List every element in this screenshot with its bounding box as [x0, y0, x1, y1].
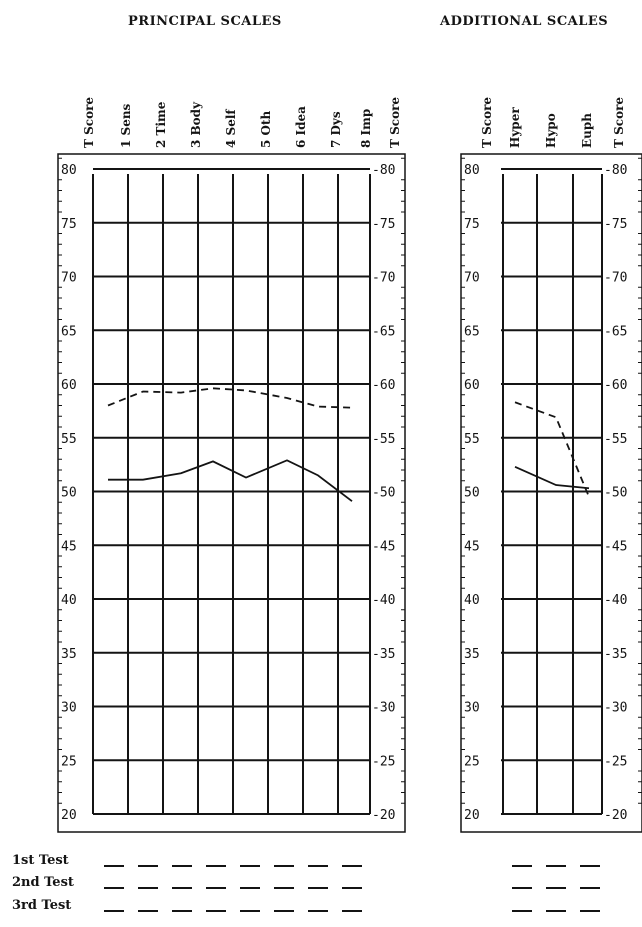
y-tick-left-45: 45: [464, 539, 480, 554]
y-tick-left-25: 25: [464, 754, 480, 769]
y-tick-left-40: 40: [464, 593, 480, 608]
y-tick-right-75: -75: [372, 217, 395, 232]
y-tick-left-55: 55: [61, 432, 77, 447]
y-tick-left-35: 35: [61, 647, 77, 662]
y-tick-right-75: -75: [604, 217, 627, 232]
series-solid-line: [108, 459, 353, 502]
legend-second-test: 2nd Test: [12, 875, 74, 890]
y-tick-right-35: -35: [372, 647, 395, 662]
y-tick-left-25: 25: [61, 754, 77, 769]
legend-first-test: 1st Test: [12, 853, 69, 868]
y-tick-right-55: -55: [604, 432, 627, 447]
panel-border: [57, 153, 406, 833]
y-tick-left-60: 60: [464, 378, 480, 393]
y-tick-right-45: -45: [604, 539, 627, 554]
y-tick-right-80: -80: [604, 163, 627, 178]
additional-scales-title: ADDITIONAL SCALES: [440, 14, 609, 29]
legend-marks: [104, 865, 600, 912]
y-tick-left-70: 70: [464, 271, 480, 286]
y-tick-left-60: 60: [61, 378, 77, 393]
y-tick-right-20: -20: [372, 808, 395, 823]
panel-border: [460, 153, 642, 833]
y-tick-right-40: -40: [604, 593, 627, 608]
y-tick-left-80: 80: [61, 163, 77, 178]
y-tick-left-45: 45: [61, 539, 77, 554]
y-tick-left-20: 20: [464, 808, 480, 823]
y-tick-left-30: 30: [464, 701, 480, 716]
y-tick-right-20: -20: [604, 808, 627, 823]
y-tick-right-70: -70: [604, 271, 627, 286]
y-tick-right-60: -60: [604, 378, 627, 393]
y-tick-right-55: -55: [372, 432, 395, 447]
y-tick-right-65: -65: [372, 324, 395, 339]
y-tick-right-30: -30: [604, 701, 627, 716]
series-dashed-line: [107, 387, 353, 409]
y-tick-right-65: -65: [604, 324, 627, 339]
y-tick-left-80: 80: [464, 163, 480, 178]
y-tick-left-65: 65: [61, 324, 77, 339]
principal-scales-title: PRINCIPAL SCALES: [128, 14, 282, 29]
y-tick-right-50: -50: [372, 486, 395, 501]
y-tick-left-75: 75: [464, 217, 480, 232]
y-tick-left-30: 30: [61, 701, 77, 716]
y-tick-right-25: -25: [604, 754, 627, 769]
y-tick-right-25: -25: [372, 754, 395, 769]
y-tick-right-50: -50: [604, 486, 627, 501]
y-tick-right-80: -80: [372, 163, 395, 178]
y-tick-left-50: 50: [61, 486, 77, 501]
y-tick-right-60: -60: [372, 378, 395, 393]
y-tick-right-30: -30: [372, 701, 395, 716]
y-tick-right-40: -40: [372, 593, 395, 608]
y-tick-right-35: -35: [604, 647, 627, 662]
y-tick-left-55: 55: [464, 432, 480, 447]
legend-third-test: 3rd Test: [12, 898, 72, 913]
y-tick-left-40: 40: [61, 593, 77, 608]
y-tick-left-35: 35: [464, 647, 480, 662]
series-dashed-line: [514, 401, 590, 498]
y-tick-right-70: -70: [372, 271, 395, 286]
y-tick-left-20: 20: [61, 808, 77, 823]
additional-grid: 80 -80 75 -75 70 -70 65 -65 60 -60 55 -55 50 -50 45 -45…: [460, 153, 642, 833]
principal-grid: 80 -80 75 -75 70 -70 65 -65 60 -60 55 -55 50 -50 45 -45…: [0, 153, 406, 833]
y-tick-right-45: -45: [372, 539, 395, 554]
y-tick-left-75: 75: [61, 217, 77, 232]
y-tick-left-65: 65: [464, 324, 480, 339]
y-tick-left-50: 50: [464, 486, 480, 501]
y-tick-left-70: 70: [61, 271, 77, 286]
